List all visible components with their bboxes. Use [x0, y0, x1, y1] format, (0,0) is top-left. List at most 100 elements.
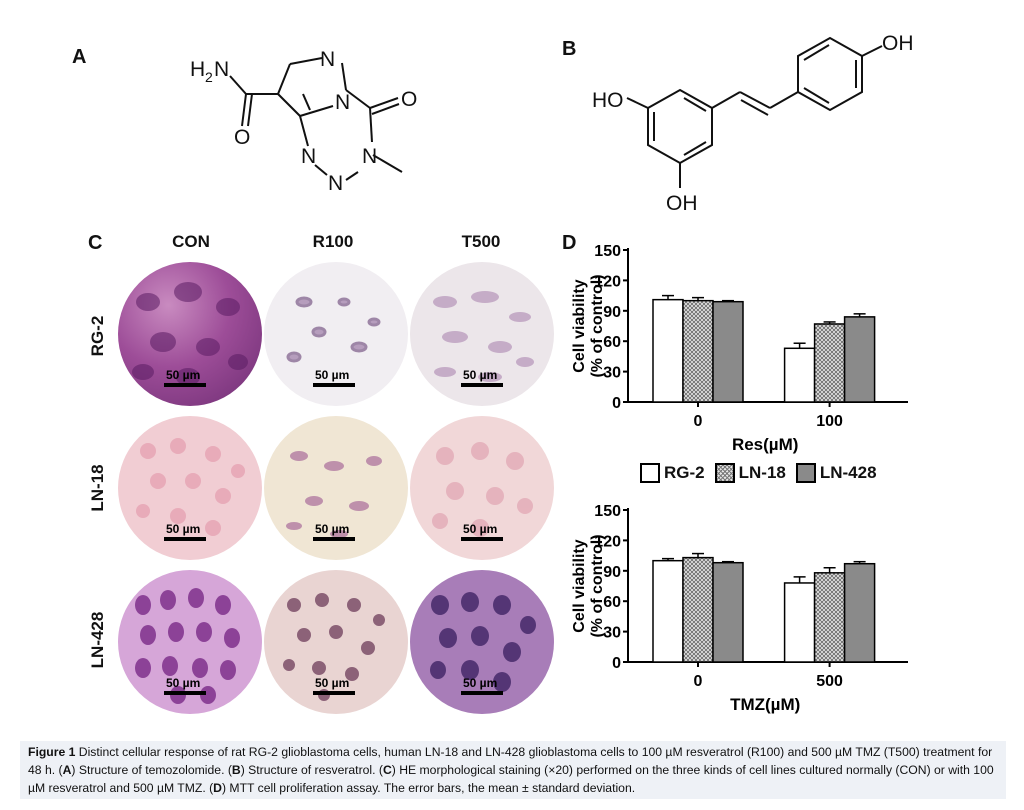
y-tick-label: 150 — [594, 503, 621, 520]
micrograph-ln428-t500 — [410, 570, 554, 714]
bar-ln-18-500 — [813, 572, 846, 663]
y-axis-label: Cell viability(% of control) — [571, 534, 606, 637]
scale-bar-ln428-r100 — [313, 691, 355, 695]
legend-label-rg2: RG-2 — [664, 463, 705, 482]
y-tick-label: 120 — [594, 533, 621, 550]
caption-ref-c: C — [382, 763, 392, 777]
x-tick-label: 100 — [816, 413, 843, 430]
bar-rg-2-0 — [652, 559, 684, 663]
legend-label-ln18: LN-18 — [738, 463, 786, 482]
panel-label-d: D — [562, 232, 577, 254]
scale-label-ln18-r100: 50 µm — [315, 522, 350, 536]
atom-subscript-2: 2 — [205, 69, 213, 85]
row-header-ln18: LN-18 — [88, 464, 107, 512]
micrograph-ln428-con — [118, 570, 262, 714]
res-viability-chart: Cell viability(% of control) 0 30 60 90 120 15… — [571, 243, 908, 454]
caption-text-c: ) HE morphological staining (×20) perfor… — [28, 763, 994, 795]
panel-label-c: C — [88, 232, 103, 254]
micrograph-rg2-con — [118, 262, 262, 406]
x-axis-label: TMZ(µM) — [730, 695, 800, 714]
column-header-con: CON — [172, 232, 210, 251]
y-tick-label: 60 — [603, 594, 621, 611]
bar-ln-428-500 — [843, 562, 876, 663]
hydroxyl-left: HO — [592, 89, 624, 112]
y-tick-label: 30 — [603, 365, 621, 382]
scale-bar-rg2-con — [164, 383, 206, 387]
scale-bar-ln428-t500 — [461, 691, 503, 695]
scale-label-ln18-t500: 50 µm — [463, 522, 498, 536]
atom-n-amine: N — [214, 58, 229, 81]
caption-ref-d: D — [213, 781, 222, 795]
legend-swatch-ln428 — [795, 463, 816, 483]
x-tick-label: 0 — [694, 673, 703, 690]
scale-bar-ln428-con — [164, 691, 206, 695]
bar-rg-2-100 — [783, 347, 816, 403]
x-axis-label: Res(µM) — [732, 435, 798, 454]
micrograph-ln18-con — [118, 416, 262, 560]
y-tick-label: 0 — [612, 395, 621, 412]
y-tick-label: 90 — [603, 564, 621, 581]
caption-ref-b: B — [231, 763, 241, 777]
temozolomide-structure: N N N N N O O H 2 N — [190, 48, 417, 195]
scale-bar-ln18-r100 — [313, 537, 355, 541]
y-tick-label: 60 — [603, 334, 621, 351]
y-tick-label: 0 — [612, 655, 621, 672]
bar-ln-18-0 — [682, 299, 714, 403]
scale-label-ln428-r100: 50 µm — [315, 676, 350, 690]
y-axis-label-line2: (% of control) — [589, 534, 606, 637]
legend-swatch-ln18 — [714, 463, 735, 483]
caption-figure-label: Figure 1 — [28, 745, 76, 759]
caption-text-a: ) Structure of temozolomide. ( — [71, 763, 232, 777]
scale-bar-rg2-r100 — [313, 383, 355, 387]
x-tick-label: 500 — [816, 673, 843, 690]
y-tick-label: 120 — [594, 273, 621, 290]
bar-rg-2-500 — [783, 582, 816, 663]
y-axis-label-line1: Cell viability — [571, 539, 588, 632]
figure-caption: Figure 1 Distinct cellular response of r… — [20, 741, 1006, 799]
scale-bar-rg2-t500 — [461, 383, 503, 387]
scale-label-ln428-t500: 50 µm — [463, 676, 498, 690]
panel-label-b: B — [562, 38, 577, 60]
scale-label-ln428-con: 50 µm — [166, 676, 201, 690]
y-tick-label: 150 — [594, 243, 621, 260]
resveratrol-structure: HO OH OH — [592, 32, 914, 215]
micrograph-ln428-r100 — [264, 570, 408, 714]
bar-ln-428-0 — [712, 300, 744, 403]
scale-bar-ln18-con — [164, 537, 206, 541]
hydroxyl-right: OH — [882, 32, 914, 55]
chart-legend: RG-2 LN-18 LN-428 — [640, 462, 877, 484]
scale-label-rg2-r100: 50 µm — [315, 368, 350, 382]
bar-rg-2-0 — [652, 298, 684, 403]
panel-label-a: A — [72, 46, 87, 68]
tmz-viability-chart: Cell viability(% of control) 0 30 60 90 120 15… — [571, 503, 908, 714]
bar-ln-18-0 — [682, 556, 714, 663]
micrograph-ln18-t500 — [410, 416, 554, 560]
micrograph-rg2-t500 — [410, 262, 554, 406]
atom-n-bridge: N — [335, 91, 350, 114]
bar-ln-18-100 — [813, 323, 846, 403]
legend-label-ln428: LN-428 — [819, 463, 877, 482]
atom-n-imidazole: N — [320, 48, 335, 71]
y-axis-label-line2: (% of control) — [589, 274, 606, 377]
hydroxyl-bottom: OH — [666, 192, 698, 215]
atom-o-amide: O — [234, 126, 250, 149]
caption-intro: Distinct cellular response of rat RG-2 g… — [28, 745, 993, 777]
scale-label-ln18-con: 50 µm — [166, 522, 201, 536]
legend-item-rg2: RG-2 — [640, 463, 705, 483]
y-tick-label: 30 — [603, 625, 621, 642]
y-tick-label: 90 — [603, 304, 621, 321]
caption-text-d: ) MTT cell proliferation assay. The erro… — [221, 781, 636, 795]
atom-n-tetrazine-1: N — [301, 145, 316, 168]
row-header-rg2: RG-2 — [88, 315, 107, 357]
atom-n-tetrazine-2: N — [328, 172, 343, 195]
atom-h-amine: H — [190, 58, 205, 81]
scale-bar-ln18-t500 — [461, 537, 503, 541]
legend-item-ln18: LN-18 — [714, 463, 786, 483]
y-axis-label-line1: Cell viability — [571, 279, 588, 372]
y-axis-label: Cell viability(% of control) — [571, 274, 606, 377]
column-header-t500: T500 — [461, 232, 501, 251]
scale-label-rg2-t500: 50 µm — [463, 368, 498, 382]
legend-item-ln428: LN-428 — [795, 463, 877, 483]
scale-label-rg2-con: 50 µm — [166, 368, 201, 382]
column-header-r100: R100 — [312, 232, 354, 251]
